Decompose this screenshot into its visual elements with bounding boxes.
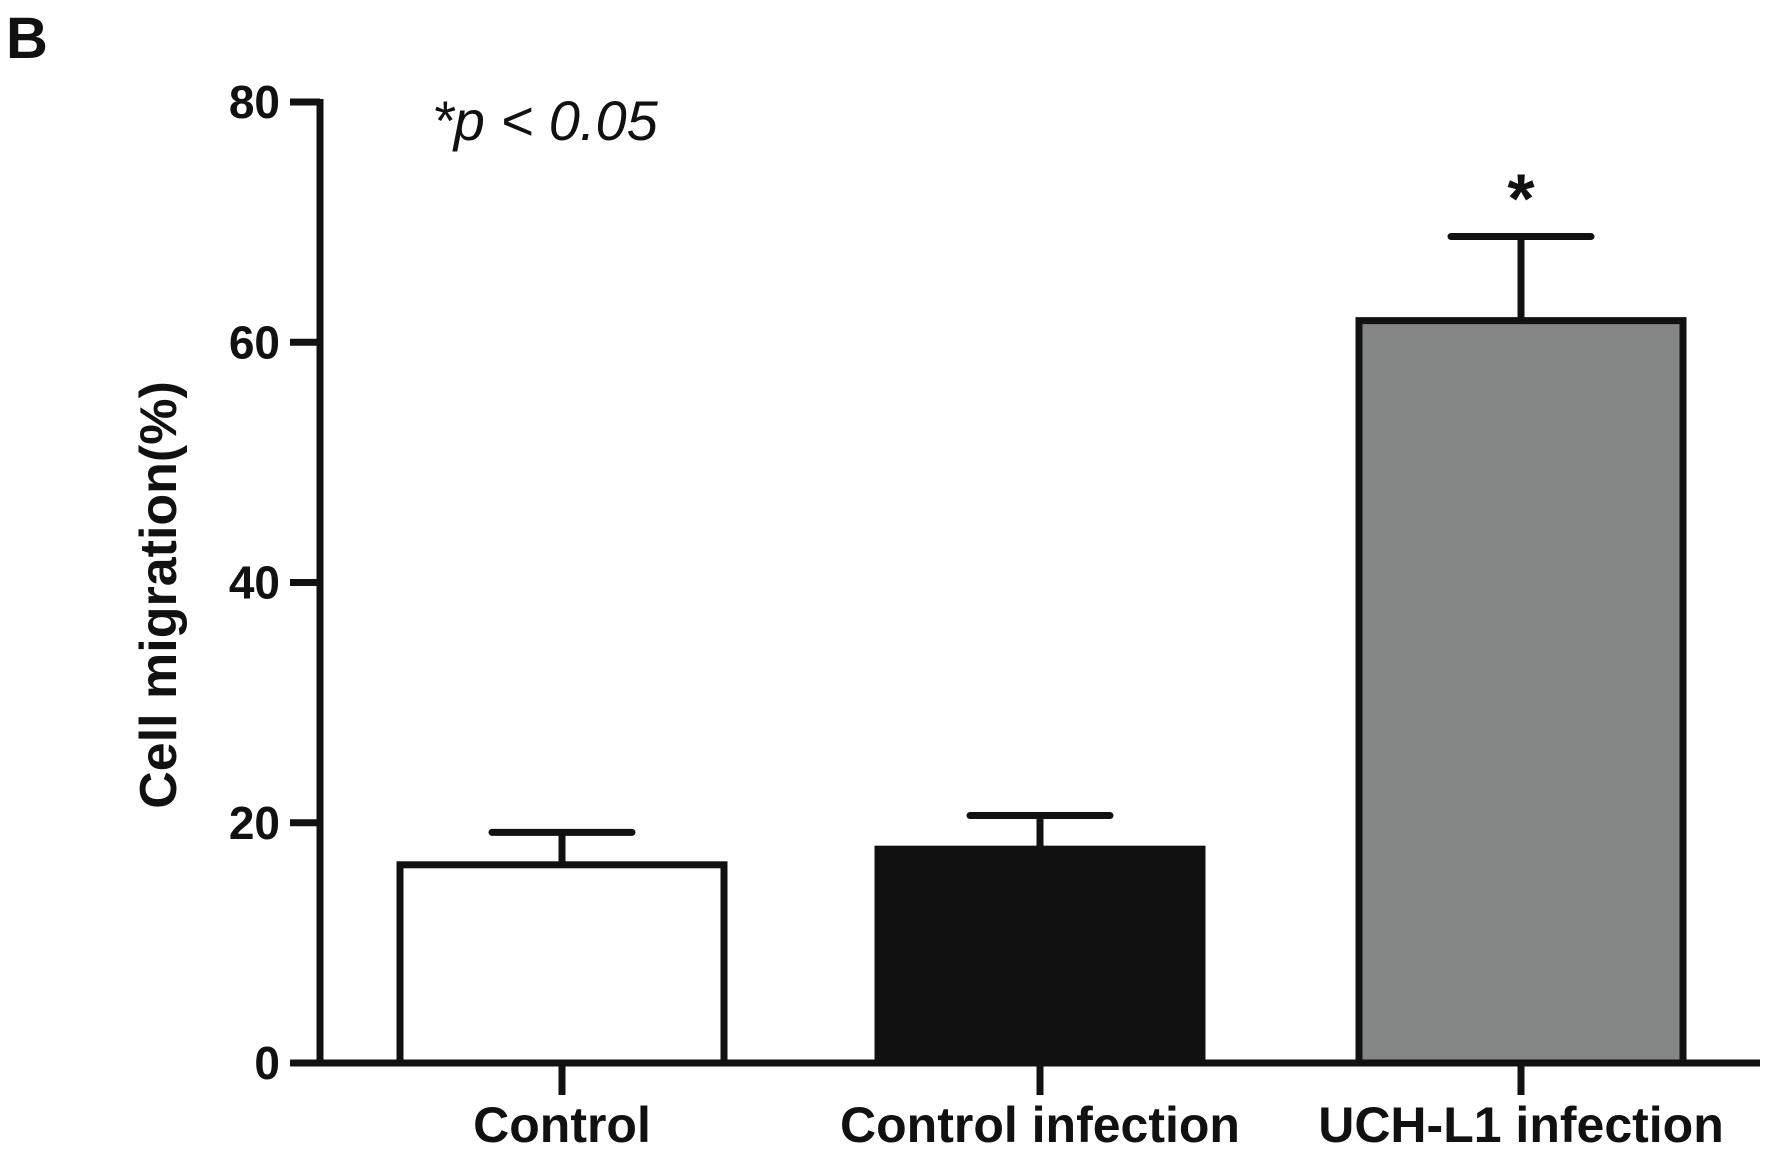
- error-bars-layer: [488, 233, 1595, 865]
- x-tick-label-3: UCH-L1 infection: [1318, 1097, 1724, 1153]
- bar-1: [396, 861, 728, 1067]
- bar-2: [874, 845, 1206, 1067]
- bars-layer: [396, 317, 1687, 1067]
- x-tick-label-2: Control infection: [840, 1097, 1240, 1153]
- panel-label: B: [6, 6, 48, 71]
- x-tick-label-1: Control: [473, 1097, 651, 1153]
- y-tick-label-20: 20: [229, 797, 280, 849]
- y-axis-title: Cell migration(%): [130, 381, 188, 809]
- significance-annotation: *p < 0.05: [432, 89, 659, 152]
- bar-3: [1355, 317, 1687, 1067]
- y-tick-label-80: 80: [229, 76, 280, 128]
- y-tick-label-60: 60: [229, 316, 280, 368]
- axes-layer: [290, 98, 1760, 1095]
- y-tick-label-0: 0: [254, 1037, 280, 1089]
- labels-layer: * 0 20 40 60 80 Control Control infection UCH-L1…: [229, 76, 1724, 1153]
- significance-marker-3: *: [1507, 160, 1535, 238]
- y-tick-label-40: 40: [229, 557, 280, 609]
